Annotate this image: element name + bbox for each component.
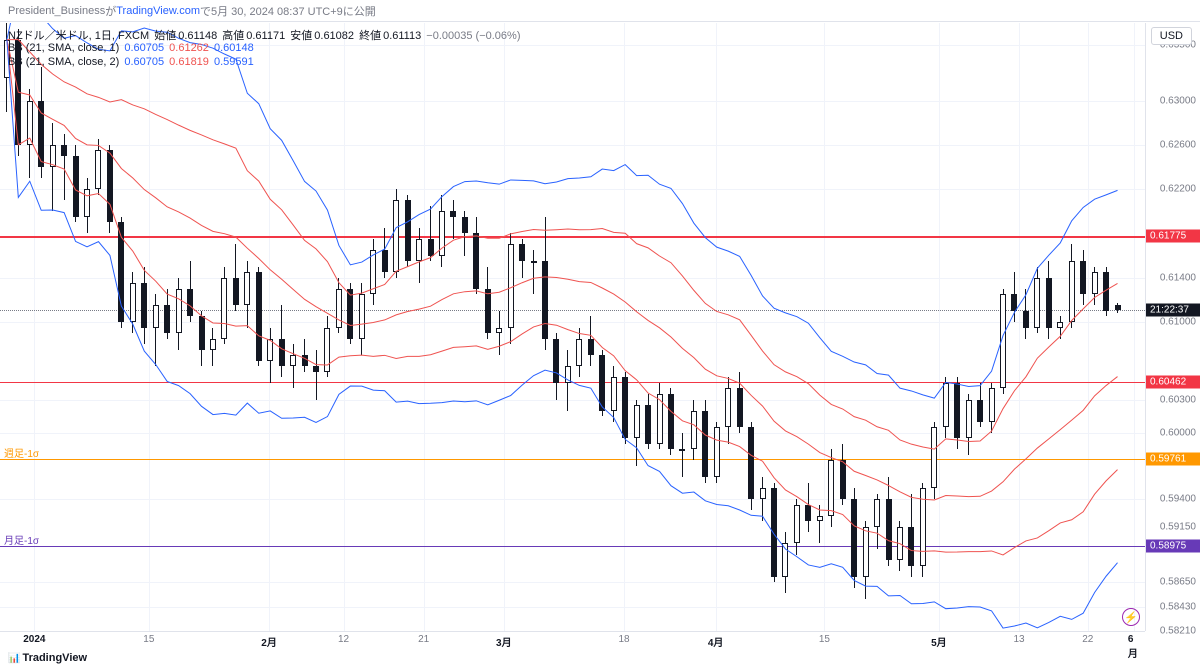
publish-header: President_Business が TradingView.com で 5…: [0, 0, 1200, 22]
currency-badge[interactable]: USD: [1151, 27, 1192, 45]
publish-date: 5月 30, 2024 08:37 UTC+9: [211, 3, 343, 19]
price-axis[interactable]: 0.635000.630000.626000.622000.617750.614…: [1145, 23, 1200, 631]
time-axis[interactable]: 2024152月12213月184月155月13226月: [0, 631, 1145, 650]
close-value: 0.61113: [383, 30, 421, 42]
low-value: 0.61082: [314, 30, 354, 42]
chart-pane[interactable]: 週足-1σ月足-1σ: [0, 23, 1145, 631]
symbol: NZドル／米ドル, 1日, FXCM: [8, 30, 149, 42]
open-value: 0.61148: [178, 30, 217, 42]
bb2-info: BB (21, SMA, close, 2) 0.60705 0.61819 0…: [8, 56, 256, 68]
bb1-info: BB (21, SMA, close, 1) 0.60705 0.61262 0…: [8, 42, 256, 54]
tradingview-logo[interactable]: TradingView: [22, 652, 87, 664]
change-value: −0.00035 (−0.06%): [426, 30, 520, 42]
high-value: 0.61171: [246, 30, 285, 42]
author: President_Business: [8, 5, 105, 17]
site-link[interactable]: TradingView.com: [116, 5, 200, 17]
symbol-info: NZドル／米ドル, 1日, FXCM 始値0.61148 高値0.61171 安…: [8, 27, 522, 43]
bolt-icon[interactable]: ⚡: [1122, 608, 1140, 626]
footer: 📊 TradingView: [0, 650, 1200, 666]
